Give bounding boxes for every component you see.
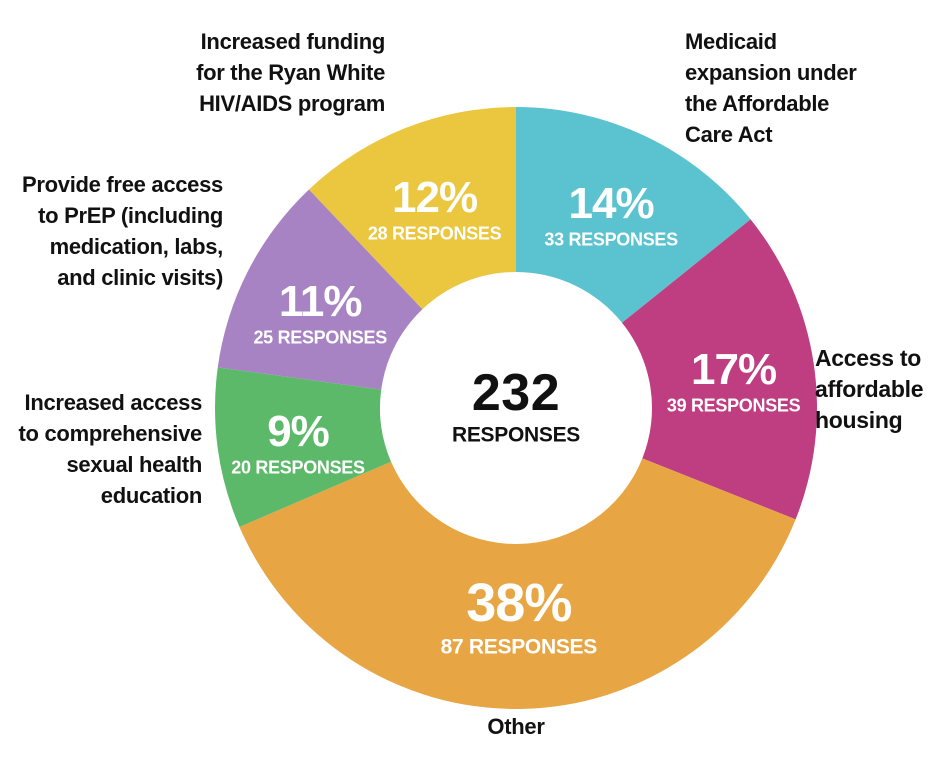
callout-label-prep-access: Provide free access to PrEP (including m… <box>22 172 223 290</box>
slice-affordable-housing <box>622 219 817 520</box>
callout-label-medicaid-expansion: Medicaid expansion under the Affordable … <box>685 29 857 147</box>
slice-responses-label-affordable-housing: 39 RESPONSES <box>667 395 801 415</box>
slice-percent-label-medicaid-expansion: 14% <box>569 179 654 228</box>
slice-other <box>239 458 796 709</box>
slice-percent-label-prep-access: 11% <box>279 277 362 326</box>
slice-responses-label-sexual-health-education: 20 RESPONSES <box>231 458 365 478</box>
slice-percent-label-affordable-housing: 17% <box>691 345 776 394</box>
slice-percent-label-sexual-health-education: 9% <box>267 407 329 456</box>
slice-percent-label-other: 38% <box>466 573 571 633</box>
center-total-label: RESPONSES <box>452 424 580 447</box>
slice-ryan-white-funding <box>309 107 516 310</box>
slice-responses-label-other: 87 RESPONSES <box>441 636 598 659</box>
slice-prep-access <box>217 189 423 390</box>
callout-label-affordable-housing: Access to affordable housing <box>815 345 924 433</box>
callout-label-sexual-health-education: Increased access to comprehensive sexual… <box>18 390 203 508</box>
slice-responses-label-prep-access: 25 RESPONSES <box>253 328 387 348</box>
slice-percent-label-ryan-white-funding: 12% <box>392 173 477 222</box>
callout-label-ryan-white-funding: Increased funding for the Ryan White HIV… <box>196 29 385 116</box>
callout-label-other: Other <box>487 714 545 739</box>
slice-responses-label-medicaid-expansion: 33 RESPONSES <box>544 230 678 250</box>
slice-responses-label-ryan-white-funding: 28 RESPONSES <box>368 224 502 244</box>
slice-sexual-health-education <box>215 367 392 527</box>
slice-medicaid-expansion <box>516 107 751 323</box>
center-total-value: 232 <box>472 364 560 422</box>
